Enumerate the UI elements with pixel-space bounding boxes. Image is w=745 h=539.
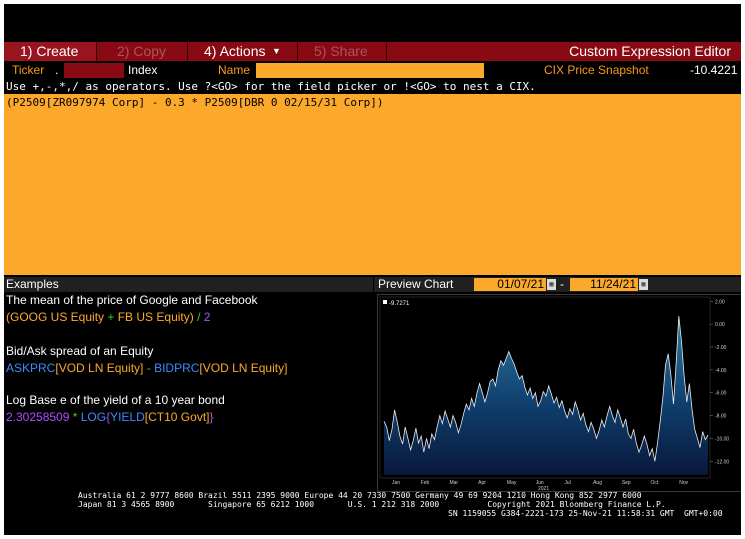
x-tick-label: Feb <box>421 480 430 486</box>
expression-text[interactable]: (P2509[ZR097974 Corp] - 0.3 * P2509[DBR … <box>6 96 384 109</box>
name-label: Name <box>218 63 251 77</box>
chevron-down-icon[interactable]: ▼ <box>272 46 281 56</box>
x-tick-label: Aug <box>593 480 602 486</box>
date-range-dash: - <box>560 277 564 291</box>
name-input[interactable] <box>256 63 484 78</box>
index-label: Index <box>128 63 158 77</box>
y-tick-label: -12.00 <box>715 459 729 465</box>
example-1-description: The mean of the price of Google and Face… <box>6 293 258 307</box>
page-title: Custom Expression Editor <box>569 43 731 59</box>
x-tick-label: Nov <box>679 480 688 486</box>
x-tick-label: Apr <box>478 480 486 486</box>
x-tick-label: Oct <box>651 480 659 486</box>
example-2-expression[interactable]: ASKPRC[VOD LN Equity] - BIDPRC[VOD LN Eq… <box>6 361 287 375</box>
footer-contacts-line2: Japan 81 3 4565 8900 Singapore 65 6212 1… <box>78 500 666 509</box>
operator-divide: / <box>193 310 204 324</box>
security-vod: [VOD LN Equity] <box>199 361 288 375</box>
field-askprc: ASKPRC <box>6 361 56 375</box>
preview-header-bar <box>374 277 741 292</box>
legend-swatch <box>383 300 387 304</box>
y-tick-label: -2.00 <box>715 345 727 351</box>
end-date-field[interactable]: 11/24/21 <box>570 278 638 291</box>
paren-open: ( <box>6 310 10 324</box>
example-2-description: Bid/Ask spread of an Equity <box>6 344 154 358</box>
menu-divider <box>96 43 97 60</box>
y-tick-label: 0.00 <box>715 322 725 328</box>
cix-snapshot-label: CIX Price Snapshot <box>544 63 649 77</box>
field-bidprc: BIDPRC <box>154 361 200 375</box>
security-vod: [VOD LN Equity] <box>55 361 144 375</box>
ticker-input[interactable] <box>64 63 124 78</box>
x-axis-label: 2021 <box>538 486 549 491</box>
y-tick-label: -10.00 <box>715 436 729 442</box>
start-date-value: 01/07/21 <box>497 277 544 291</box>
field-yield: YIELD <box>110 410 145 424</box>
constant-number: 2 <box>203 310 211 324</box>
series-area <box>384 316 708 475</box>
x-tick-label: Mar <box>449 480 458 486</box>
footer: Australia 61 2 9777 8600 Brazil 5511 239… <box>4 490 741 535</box>
examples-header: Examples <box>6 277 59 291</box>
x-tick-label: May <box>507 480 517 486</box>
y-tick-label: -4.00 <box>715 368 727 374</box>
footer-session-line: SN 1159055 G384-2221-173 25-Nov-21 11:58… <box>448 509 723 518</box>
menu-divider <box>187 43 188 60</box>
create-button[interactable]: 1) Create <box>20 43 79 59</box>
x-tick-label: Jun <box>536 480 544 486</box>
cix-snapshot-value: -10.4221 <box>690 63 738 77</box>
chart-layer: 2.00 0.00 -2.00 -4.00 -6.00 -8.00 -10.00 -12.00… <box>383 299 729 492</box>
x-tick-label: Sep <box>622 480 631 486</box>
expression-editor[interactable]: (P2509[ZR097974 Corp] - 0.3 * P2509[DBR … <box>4 94 741 275</box>
y-tick-label: -6.00 <box>715 391 727 397</box>
security-fb: FB US Equity <box>117 310 190 324</box>
operator-plus: + <box>104 310 118 324</box>
example-3-description: Log Base e of the yield of a 10 year bon… <box>6 393 225 407</box>
end-date-value: 11/24/21 <box>590 277 636 291</box>
share-button[interactable]: 5) Share <box>314 43 368 59</box>
example-1-expression[interactable]: (GOOG US Equity + FB US Equity) / 2 <box>6 310 210 324</box>
brace-open: { <box>106 410 111 424</box>
operator-minus: - <box>143 361 155 375</box>
ticker-label: Ticker <box>12 63 45 77</box>
security-goog: GOOG US Equity <box>10 310 105 324</box>
terminal-screen: 1) Create 2) Copy 4) Actions ▼ 5) Share … <box>4 4 741 535</box>
instructions-text: Use +,-,*,/ as operators. Use ?<GO> for … <box>6 80 536 93</box>
function-log: LOG <box>80 410 107 424</box>
legend-label: -9.7271 <box>389 301 410 307</box>
x-tick-label: Jul <box>564 480 570 486</box>
menu-divider <box>386 43 387 60</box>
menu-bar: 1) Create 2) Copy 4) Actions ▼ 5) Share … <box>4 42 741 61</box>
calendar-icon[interactable]: ▦ <box>639 279 648 290</box>
brace-close: } <box>209 410 214 424</box>
preview-chart[interactable]: 2.00 0.00 -2.00 -4.00 -6.00 -8.00 -10.00 -12.00… <box>377 294 741 492</box>
series-line <box>383 316 709 462</box>
chart-svg: 2.00 0.00 -2.00 -4.00 -6.00 -8.00 -10.00 -12.00… <box>379 296 729 492</box>
calendar-icon[interactable]: ▦ <box>547 279 556 290</box>
ticker-dot: . <box>55 63 59 77</box>
y-tick-label: 2.00 <box>715 299 725 305</box>
operator-multiply: * <box>69 410 81 424</box>
footer-contacts-line1: Australia 61 2 9777 8600 Brazil 5511 239… <box>78 491 642 500</box>
examples-header-bar: Examples <box>4 277 373 292</box>
paren-close: ) <box>189 310 194 324</box>
security-ct10: [CT10 Govt] <box>144 410 210 424</box>
create-menu-highlight <box>4 42 96 61</box>
x-tick-label: Jan <box>392 480 400 486</box>
preview-chart-title: Preview Chart <box>378 277 454 291</box>
example-3-expression[interactable]: 2.30258509 * LOG{YIELD[CT10 Govt]} <box>6 410 214 424</box>
menu-divider <box>297 43 298 60</box>
start-date-field[interactable]: 01/07/21 <box>474 278 546 291</box>
y-tick-label: -8.00 <box>715 414 727 420</box>
actions-button[interactable]: 4) Actions <box>204 43 266 59</box>
copy-button[interactable]: 2) Copy <box>117 43 167 59</box>
constant-number: 2.30258509 <box>6 410 70 424</box>
